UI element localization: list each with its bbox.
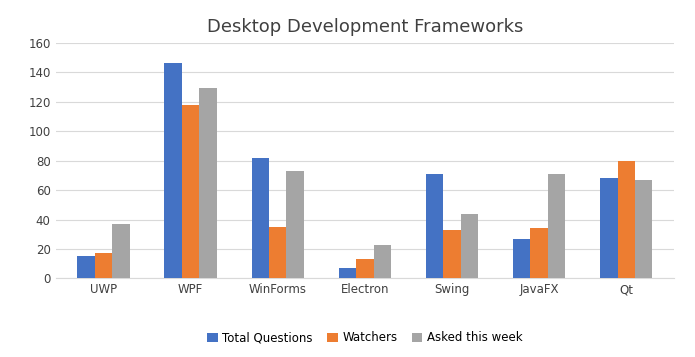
Bar — [165, 64, 182, 278]
Bar — [530, 228, 548, 278]
Bar — [269, 227, 286, 278]
Legend: Total Questions, Watchers, Asked this week: Total Questions, Watchers, Asked this we… — [202, 327, 528, 349]
Bar — [513, 239, 530, 278]
Bar — [252, 158, 269, 278]
Bar — [618, 161, 635, 278]
Bar — [112, 224, 130, 278]
Bar — [77, 256, 95, 278]
Bar — [286, 171, 304, 278]
Bar — [600, 178, 618, 278]
Title: Desktop Development Frameworks: Desktop Development Frameworks — [206, 18, 523, 36]
Bar — [374, 245, 391, 278]
Bar — [443, 230, 461, 278]
Bar — [95, 253, 112, 278]
Bar — [356, 259, 374, 278]
Bar — [461, 213, 478, 278]
Bar — [199, 89, 217, 278]
Bar — [182, 105, 199, 278]
Bar — [338, 268, 356, 278]
Bar — [548, 174, 565, 278]
Bar — [426, 174, 443, 278]
Bar — [635, 180, 653, 278]
